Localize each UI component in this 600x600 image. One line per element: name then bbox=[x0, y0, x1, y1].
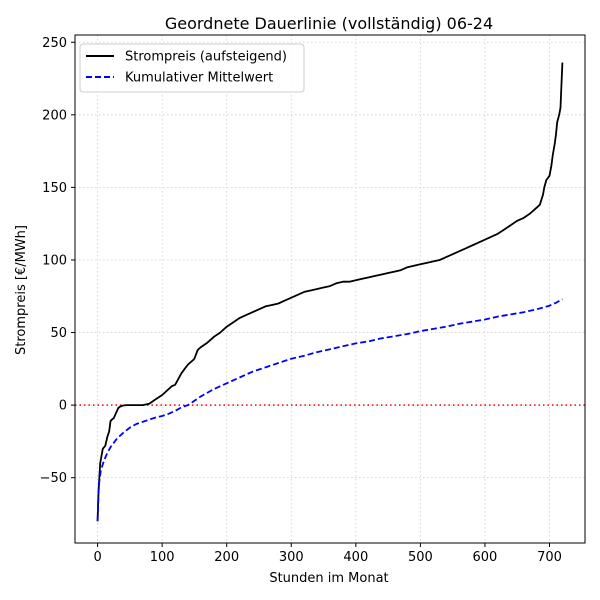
chart-title: Geordnete Dauerlinie (vollständig) 06-24 bbox=[165, 14, 493, 33]
y-tick-label: 100 bbox=[42, 253, 67, 268]
y-tick-label: −50 bbox=[40, 471, 67, 486]
y-axis-label: Strompreis [€/MWh] bbox=[14, 225, 29, 355]
series-lines bbox=[96, 62, 564, 522]
x-tick-label: 100 bbox=[150, 550, 175, 565]
y-tick-label: 150 bbox=[42, 181, 67, 196]
x-axis-label: Stunden im Monat bbox=[269, 571, 388, 586]
legend-box bbox=[79, 43, 305, 93]
x-tick-label: 500 bbox=[408, 550, 433, 565]
legend-label-mean: Kumulativer Mittelwert bbox=[125, 71, 273, 86]
y-tick-label: 0 bbox=[59, 399, 67, 414]
series-line-price bbox=[96, 62, 564, 522]
x-tick-label: 200 bbox=[214, 550, 239, 565]
y-tick-label: 250 bbox=[42, 36, 67, 51]
x-tick-label: 400 bbox=[343, 550, 368, 565]
legend-label-price: Strompreis (aufsteigend) bbox=[125, 50, 287, 65]
x-tick-label: 0 bbox=[93, 550, 101, 565]
y-tick-label: 200 bbox=[42, 108, 67, 123]
y-tick-label: 50 bbox=[50, 326, 67, 341]
legend: Strompreis (aufsteigend) Kumulativer Mit… bbox=[79, 43, 305, 93]
plot-frame bbox=[74, 34, 586, 544]
x-tick-label: 300 bbox=[279, 550, 304, 565]
x-tick-label: 600 bbox=[473, 550, 498, 565]
x-axis-ticks: 0 100 200 300 400 500 600 700 bbox=[93, 543, 562, 565]
x-tick-label: 700 bbox=[537, 550, 562, 565]
y-axis-ticks: −50 0 50 100 150 200 250 bbox=[40, 36, 75, 486]
grid-lines bbox=[75, 35, 585, 543]
series-line-cumulative-mean bbox=[96, 298, 563, 522]
